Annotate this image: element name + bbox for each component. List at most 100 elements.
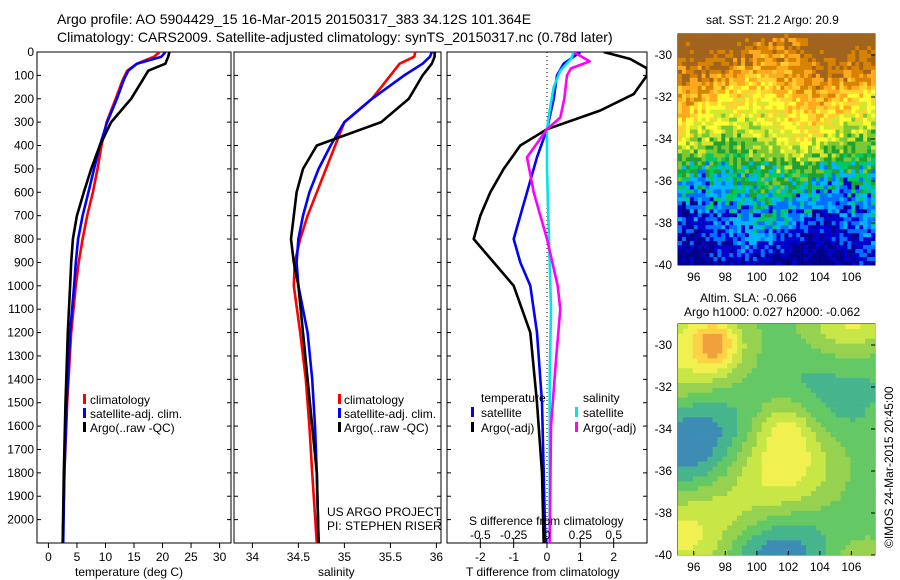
sst-cell xyxy=(697,185,702,190)
sst-cell xyxy=(721,249,726,254)
sla-cell xyxy=(845,397,851,403)
sst-cell xyxy=(713,109,718,114)
sla-cell xyxy=(791,476,797,482)
sst-cell xyxy=(701,93,706,99)
sst-cell xyxy=(788,201,793,206)
sst-cell xyxy=(855,209,860,214)
sst-cell xyxy=(737,149,742,154)
sst-cell xyxy=(689,69,695,75)
sst-cell xyxy=(689,189,695,194)
sla-cell xyxy=(855,338,861,344)
sla-cell xyxy=(810,358,817,364)
sla-cell xyxy=(697,515,703,521)
sst-cell xyxy=(733,225,738,230)
sst-cell xyxy=(784,173,789,178)
sst-cell xyxy=(729,261,734,266)
sst-cell xyxy=(804,181,809,186)
sla-cell xyxy=(717,397,723,403)
sla-cell xyxy=(865,422,871,428)
sst-cell xyxy=(788,125,793,130)
sst-cell xyxy=(764,153,769,158)
sst-cell xyxy=(784,261,789,266)
sst-cell xyxy=(796,133,801,138)
sst-cell xyxy=(811,113,817,118)
sst-cell xyxy=(800,41,805,47)
sst-cell xyxy=(681,93,687,99)
sst-cell xyxy=(709,81,714,87)
sst-cell xyxy=(867,113,872,118)
sla-cell xyxy=(727,333,733,340)
sst-cell xyxy=(800,221,805,226)
sla-cell xyxy=(845,481,851,487)
sla-cell xyxy=(776,515,782,521)
sla-cell xyxy=(751,333,758,340)
sst-cell xyxy=(800,217,805,222)
sst-cell xyxy=(717,85,722,91)
sst-cell xyxy=(768,61,773,67)
sst-cell xyxy=(721,57,726,63)
sst-cell xyxy=(772,121,777,126)
sst-cell xyxy=(693,93,698,99)
sla-cell xyxy=(855,520,861,526)
sla-cell xyxy=(835,437,841,443)
sla-cell xyxy=(840,368,846,374)
sla-cell xyxy=(727,368,733,374)
sla-cell xyxy=(727,530,733,536)
sst-cell xyxy=(788,129,793,134)
sst-cell xyxy=(764,137,769,142)
sst-cell xyxy=(748,34,754,39)
sst-cell xyxy=(831,197,836,202)
sla-cell xyxy=(722,412,728,418)
sst-cell xyxy=(859,49,864,55)
sla-cell xyxy=(697,412,703,418)
sla-map-title-2: Argo h1000: 0.027 h2000: -0.062 xyxy=(684,305,860,319)
sla-cell xyxy=(722,392,728,399)
sst-cell xyxy=(768,109,773,114)
sla-cell xyxy=(825,368,831,374)
sla-cell xyxy=(687,505,694,512)
sst-cell xyxy=(772,93,777,99)
sla-cell xyxy=(830,373,836,379)
sla-cell xyxy=(746,378,753,384)
sla-cell xyxy=(781,446,787,453)
sst-cell xyxy=(788,209,793,214)
sst-cell xyxy=(831,245,836,250)
sla-cell xyxy=(865,441,871,448)
sst-cell xyxy=(792,169,797,174)
sla-cell xyxy=(707,392,713,399)
sla-cell xyxy=(791,550,797,556)
sla-cell xyxy=(732,466,738,472)
sla-cell xyxy=(850,545,856,551)
sst-cell xyxy=(705,113,710,118)
sst-cell xyxy=(756,61,762,67)
sla-cell xyxy=(761,496,767,502)
sla-cell xyxy=(840,402,846,408)
sla-cell xyxy=(712,441,718,448)
sla-cell xyxy=(722,373,728,379)
sst-cell xyxy=(772,65,777,71)
sla-cell xyxy=(850,338,856,344)
sla-cell xyxy=(687,437,694,443)
sst-cell xyxy=(760,205,765,210)
sla-cell xyxy=(727,456,733,462)
sst-cell xyxy=(796,129,801,134)
sla-cell xyxy=(717,378,723,384)
sla-cell xyxy=(796,427,802,433)
sst-cell xyxy=(780,149,785,154)
sst-cell xyxy=(851,89,856,95)
sst-cell xyxy=(678,221,683,226)
sla-cell xyxy=(717,505,723,512)
sla-cell xyxy=(678,515,684,521)
sst-cell xyxy=(717,149,722,154)
x-tick-label: 20 xyxy=(156,550,170,564)
sst-cell xyxy=(776,161,781,166)
sst-cell xyxy=(831,181,836,186)
sla-cell xyxy=(865,530,871,536)
sst-cell xyxy=(756,153,762,158)
sst-cell xyxy=(709,237,714,242)
sla-cell xyxy=(810,496,817,502)
sst-cell xyxy=(729,41,734,47)
sst-cell xyxy=(851,69,856,75)
sst-cell xyxy=(788,221,793,226)
series-line-2 xyxy=(61,51,171,544)
